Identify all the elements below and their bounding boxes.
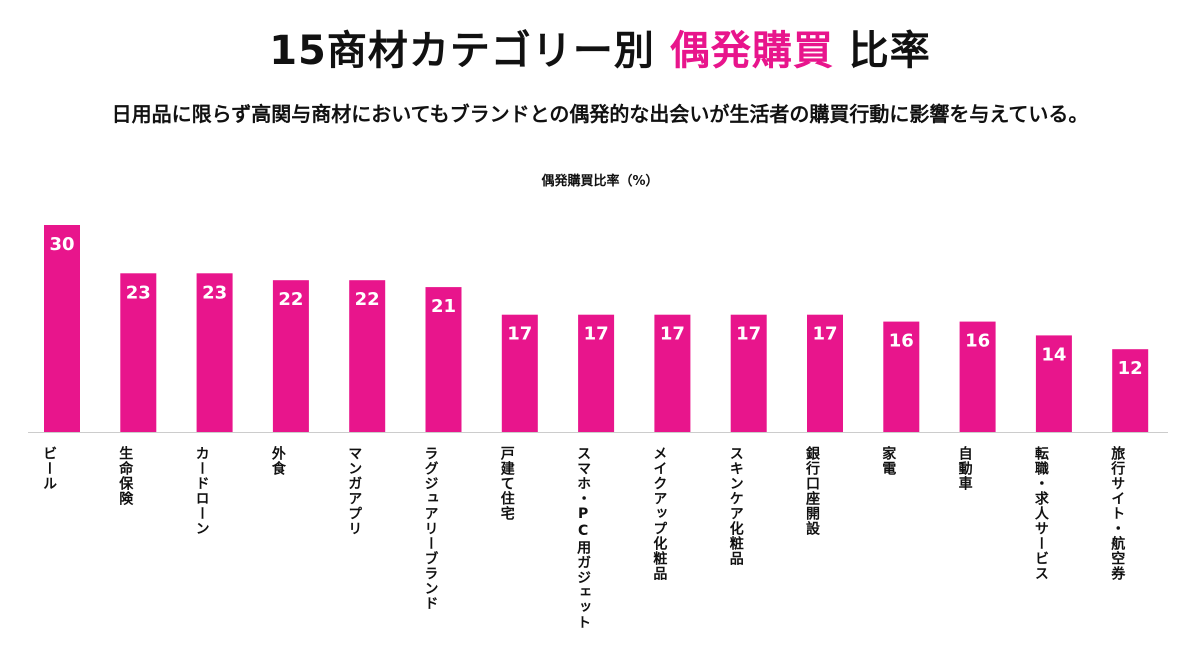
bar [807, 314, 843, 432]
bar-value-label: 22 [355, 289, 380, 310]
bar-value-label: 14 [1041, 344, 1066, 365]
bar [120, 273, 157, 432]
bar-value-label: 16 [965, 331, 990, 352]
category-label: ラグジュアリーブランド [422, 446, 439, 611]
category-label: スマホ・PC用ガジェット [575, 446, 592, 630]
category-label: 転職・求人サービス [1032, 446, 1049, 581]
bar [578, 314, 615, 432]
bar [654, 314, 691, 432]
page-title: 15商材カテゴリー別 偶発購買 比率 [0, 18, 1200, 76]
bar-value-label: 22 [278, 289, 303, 310]
bar [959, 321, 996, 432]
bar-value-label: 16 [889, 331, 914, 352]
bar-value-label: 17 [507, 324, 532, 345]
bar [730, 314, 767, 432]
category-label: 外食 [269, 446, 286, 476]
bar-value-label: 17 [660, 324, 685, 345]
bar-value-label: 17 [736, 324, 761, 345]
category-label: 旅行サイト・航空券 [1109, 446, 1126, 581]
category-label: 家電 [880, 446, 897, 476]
bar [44, 225, 80, 432]
bar-value-label: 23 [202, 282, 227, 303]
bar-value-label: 17 [812, 324, 837, 345]
category-label: メイクアップ化粧品 [651, 446, 668, 581]
bar-value-label: 30 [49, 234, 74, 255]
category-label: カードローン [193, 446, 210, 536]
bar-value-label: 17 [584, 324, 609, 345]
chart-title: 偶発購買比率（%） [541, 174, 659, 189]
bar [349, 280, 386, 432]
category-label: 生命保険 [117, 446, 134, 506]
bar [1112, 349, 1149, 432]
bar [425, 287, 462, 432]
category-label: ビール [41, 446, 57, 491]
title-accent: 偶発購買 [669, 28, 834, 74]
bar [883, 321, 920, 432]
bar [272, 280, 309, 432]
bar-value-label: 21 [431, 296, 456, 317]
title-suffix: 比率 [848, 28, 931, 74]
category-label: 自動車 [956, 446, 973, 491]
bar [501, 314, 538, 432]
bar [196, 273, 233, 432]
category-label: 戸建て住宅 [498, 446, 515, 521]
bar [1035, 335, 1072, 432]
category-label: 銀行口座開設 [804, 446, 820, 536]
title-prefix: 15商材カテゴリー別 [269, 28, 655, 74]
category-label: マンガアプリ [346, 446, 363, 536]
page-subtitle: 日用品に限らず高関与商材においてもブランドとの偶発的な出会いが生活者の購買行動に… [111, 102, 1089, 126]
bar-value-label: 23 [126, 282, 151, 303]
bar-value-label: 12 [1118, 358, 1143, 379]
category-label: スキンケア化粧品 [727, 446, 744, 566]
